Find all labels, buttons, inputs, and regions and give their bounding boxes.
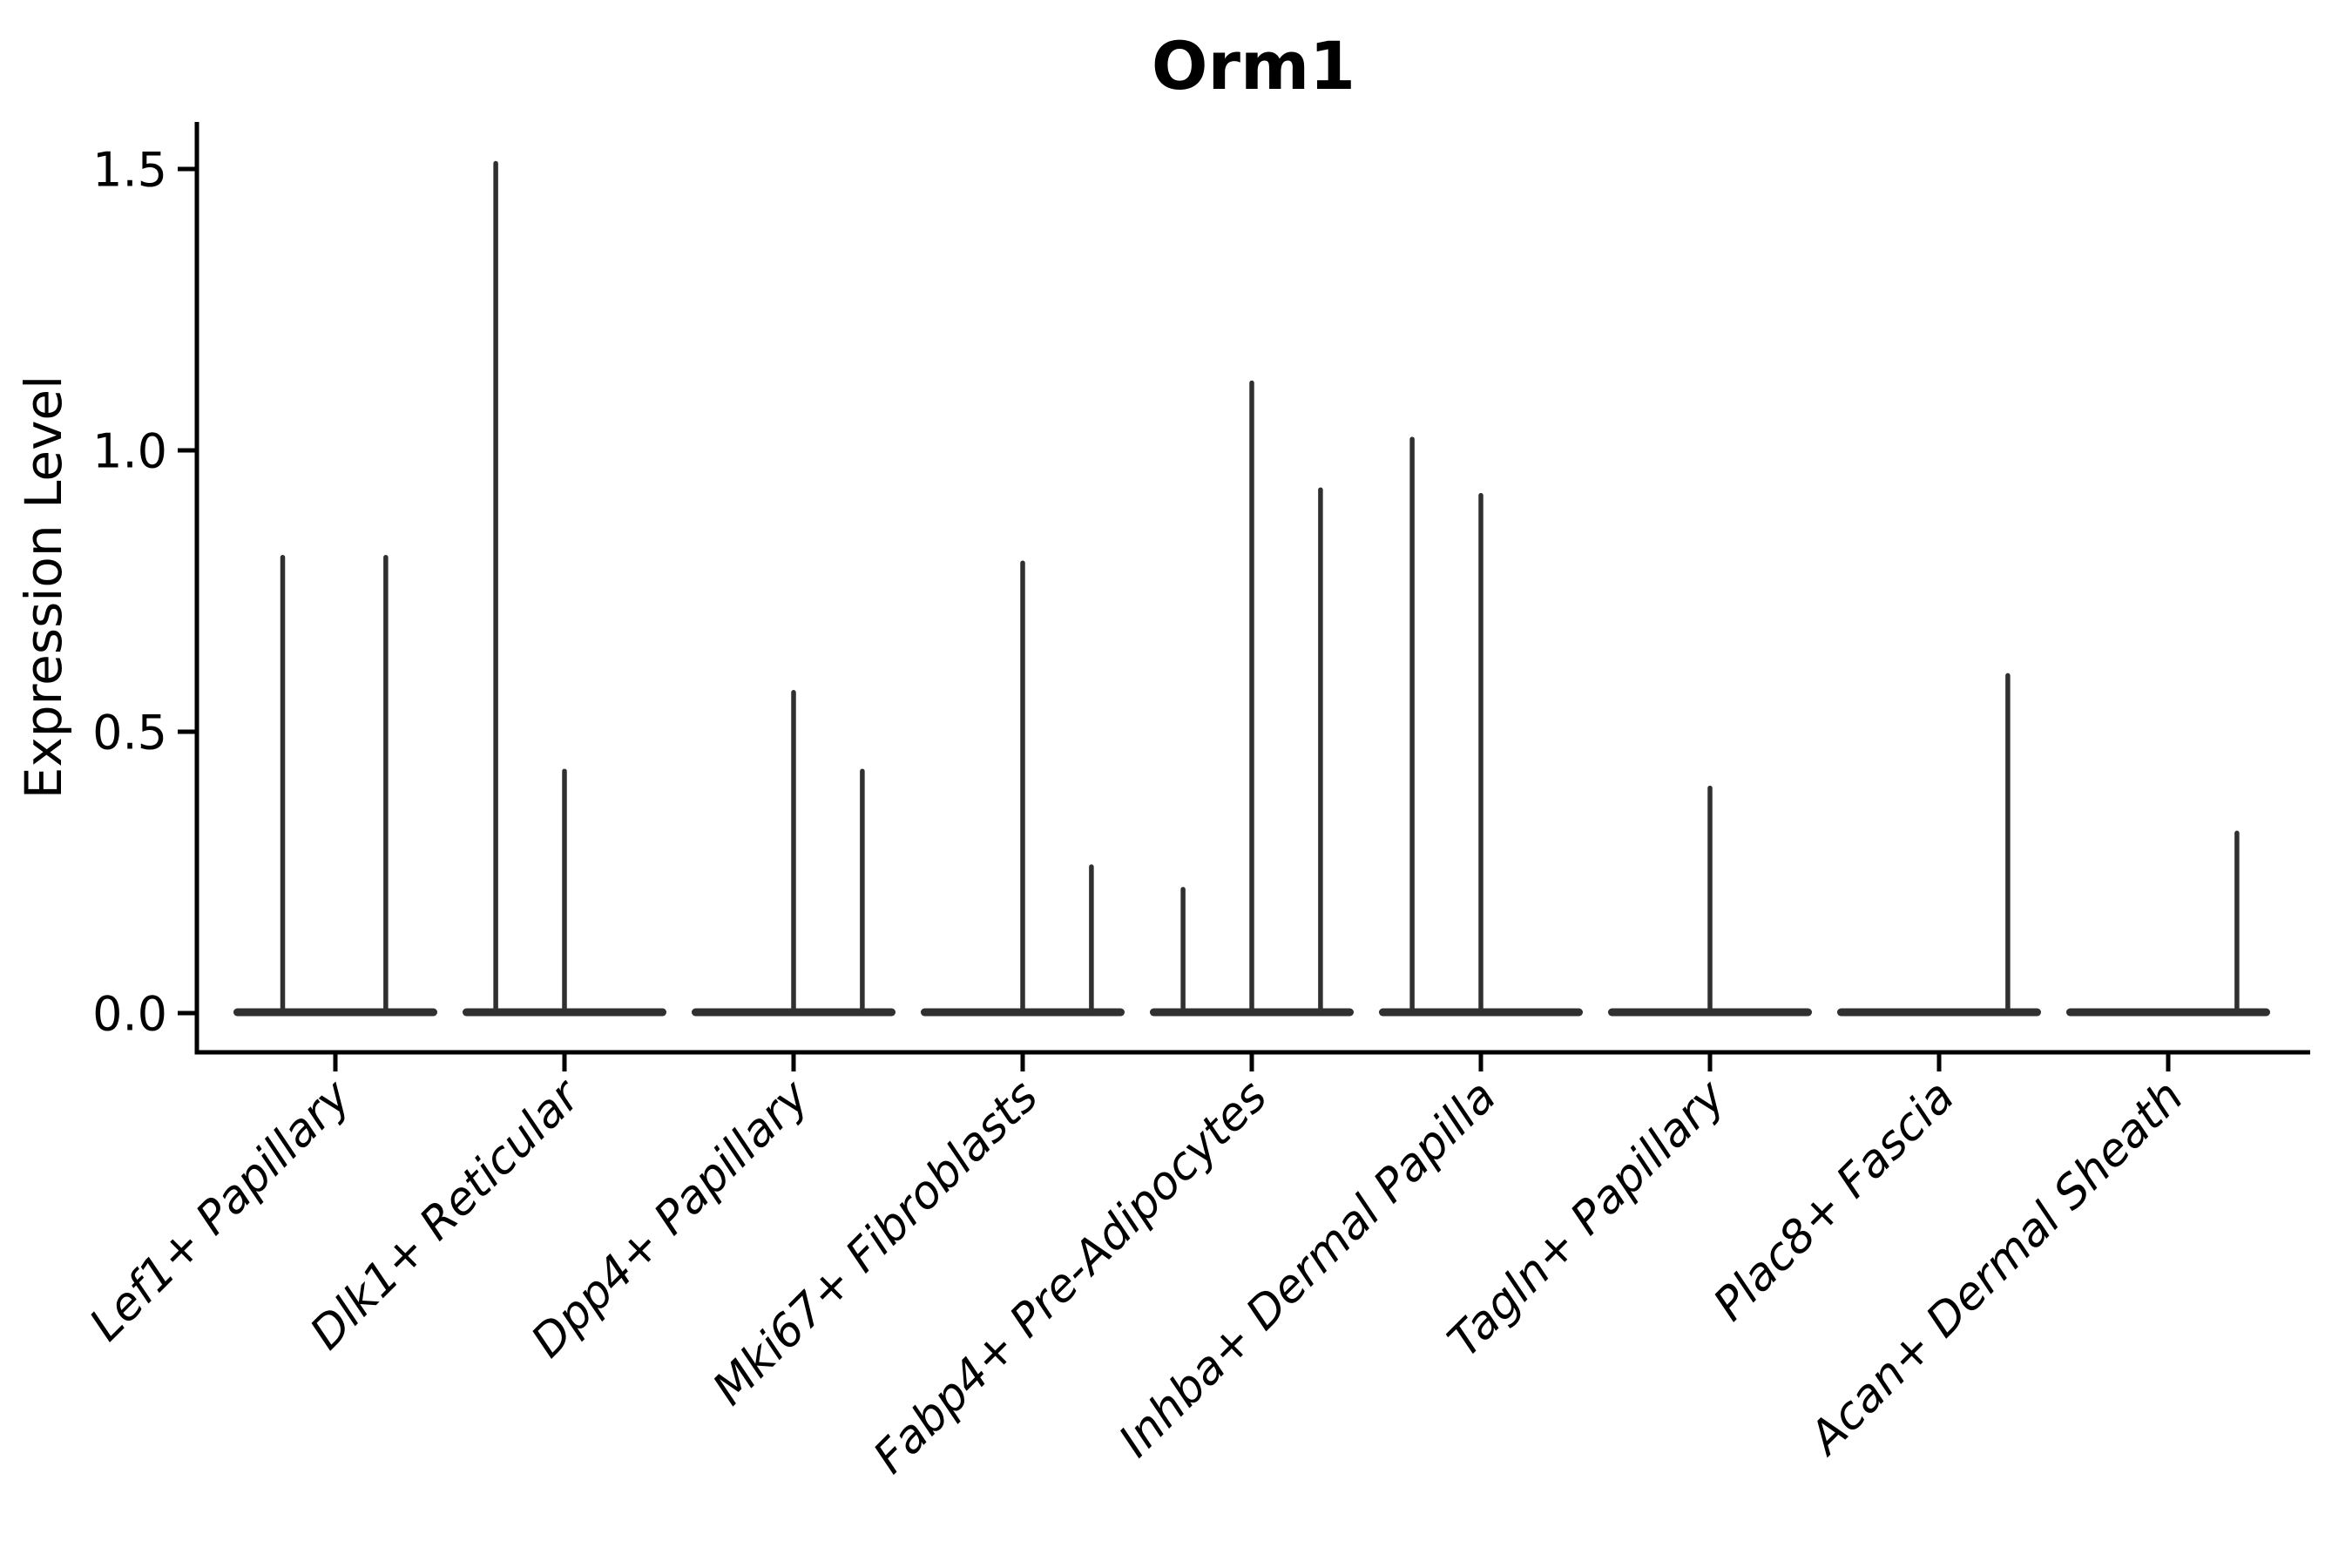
x-tick-label: Inhba+ Dermal Papilla (1109, 1071, 1506, 1468)
y-tick-label: 1.0 (92, 423, 167, 478)
plot-title: Orm1 (1152, 27, 1355, 105)
y-tick-label: 1.5 (92, 142, 167, 197)
y-tick-label: 0.5 (92, 705, 167, 760)
y-tick-label: 0.0 (92, 986, 167, 1041)
y-axis-label: Expression Level (14, 375, 73, 799)
x-tick-label: Plac8+ Fascia (1704, 1071, 1964, 1331)
x-tick-label: Acan+ Dermal Sheath (1798, 1071, 2193, 1466)
x-tick-label: Fabp4+ Pre-Adipocytes (864, 1071, 1278, 1484)
